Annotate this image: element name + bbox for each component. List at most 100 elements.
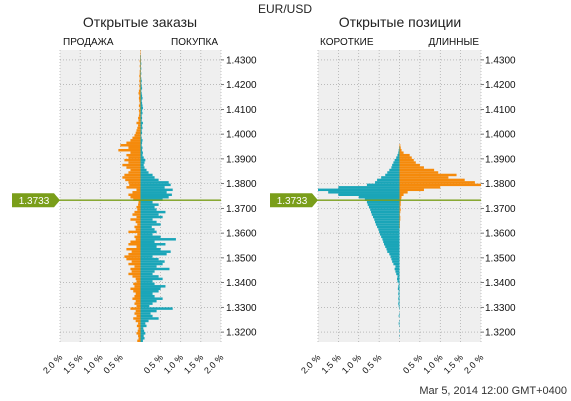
short-bar <box>390 255 400 258</box>
short-bar <box>328 191 400 194</box>
short-bar <box>389 252 400 256</box>
long-bar <box>399 178 465 182</box>
buy-bar <box>140 163 144 167</box>
buy-bar <box>140 171 149 174</box>
buy-bar <box>140 87 143 90</box>
y-tick-label: 1.3200 <box>226 328 257 339</box>
sell-bar <box>138 200 141 204</box>
buy-bar <box>140 309 157 313</box>
sell-bar <box>137 223 141 226</box>
short-bar <box>375 181 400 184</box>
sell-bar <box>126 166 141 169</box>
y-tick-label: 1.3900 <box>485 154 516 165</box>
short-bar <box>396 156 400 159</box>
short-bar <box>366 200 400 204</box>
sell-bar <box>137 329 141 333</box>
short-bar <box>370 208 400 211</box>
current-price-label: 1.3733 <box>19 196 50 207</box>
short-bar <box>387 171 400 174</box>
sell-bar <box>135 238 141 241</box>
short-bar <box>397 275 400 278</box>
sell-bar <box>128 243 141 246</box>
current-price-badge <box>270 193 318 208</box>
sell-bar <box>130 240 141 244</box>
sell-bar <box>137 208 141 211</box>
positions-long-label: ДЛИННЫЕ <box>429 37 480 48</box>
buy-bar <box>140 188 173 192</box>
buy-bar <box>140 257 159 261</box>
y-tick-label: 1.3200 <box>485 328 516 339</box>
x-tick-label: 2.0 % <box>299 352 322 375</box>
buy-bar <box>140 252 167 256</box>
short-bar <box>384 243 400 246</box>
y-tick-label: 1.3500 <box>485 253 516 264</box>
buy-bar <box>140 156 144 159</box>
sell-bar <box>133 282 141 286</box>
sell-bar <box>130 287 141 291</box>
short-bar <box>395 265 400 268</box>
buy-bar <box>140 106 143 110</box>
short-bar <box>379 233 400 236</box>
long-bar <box>399 208 401 211</box>
sell-bar <box>136 188 141 192</box>
sell-bar <box>128 252 141 256</box>
buy-bar <box>140 181 169 184</box>
buy-bar <box>140 72 142 75</box>
short-bar <box>398 297 400 300</box>
buy-bar <box>140 104 143 107</box>
buy-bar <box>140 151 143 154</box>
short-bar <box>318 188 400 192</box>
buy-bar <box>140 247 161 251</box>
buy-bar <box>140 228 155 231</box>
short-bar <box>393 161 400 164</box>
long-bar <box>399 153 410 157</box>
sell-bar <box>124 158 141 162</box>
buy-bar <box>140 282 155 286</box>
buy-bar <box>140 134 142 137</box>
buy-bar <box>140 332 146 335</box>
sell-bar <box>136 129 141 132</box>
long-bar <box>399 218 401 221</box>
short-bar <box>391 257 400 261</box>
positions-short-label: КОРОТКИЕ <box>320 37 374 48</box>
y-tick-label: 1.3300 <box>226 303 257 314</box>
buy-bar <box>140 235 161 239</box>
y-tick-label: 1.4300 <box>485 55 516 66</box>
buy-bar <box>140 176 155 179</box>
y-tick-label: 1.3400 <box>485 278 516 289</box>
buy-bar <box>140 166 145 169</box>
sell-bar <box>128 230 141 234</box>
sell-bar <box>132 191 141 194</box>
y-tick-label: 1.4300 <box>226 55 257 66</box>
sell-bar <box>124 173 141 177</box>
short-bar <box>377 225 400 229</box>
long-bar <box>399 200 401 204</box>
buy-bar <box>140 307 173 310</box>
buy-bar <box>140 193 172 196</box>
y-tick-label: 1.3300 <box>485 303 516 314</box>
buy-bar <box>140 312 151 315</box>
sell-bar <box>135 319 141 323</box>
short-bar <box>397 280 400 283</box>
short-bar <box>381 176 400 179</box>
buy-bar <box>140 334 144 338</box>
sell-bar <box>139 87 141 90</box>
sell-bar <box>130 196 141 199</box>
buy-bar <box>140 168 147 172</box>
sell-bar <box>139 74 141 78</box>
short-bar <box>396 272 400 276</box>
buy-bar <box>140 119 142 122</box>
sell-bar <box>138 116 141 120</box>
short-bar <box>398 299 400 303</box>
short-bar <box>398 151 400 154</box>
short-bar <box>378 228 400 231</box>
sell-bar <box>136 324 141 328</box>
buy-bar <box>140 329 145 333</box>
long-bar <box>399 210 401 214</box>
short-bar <box>397 287 400 291</box>
sell-bar <box>136 205 141 209</box>
x-tick-label: 1.5 % <box>442 352 465 375</box>
buy-bar <box>140 62 142 65</box>
sell-bar <box>126 257 141 261</box>
sell-bar <box>130 267 141 271</box>
